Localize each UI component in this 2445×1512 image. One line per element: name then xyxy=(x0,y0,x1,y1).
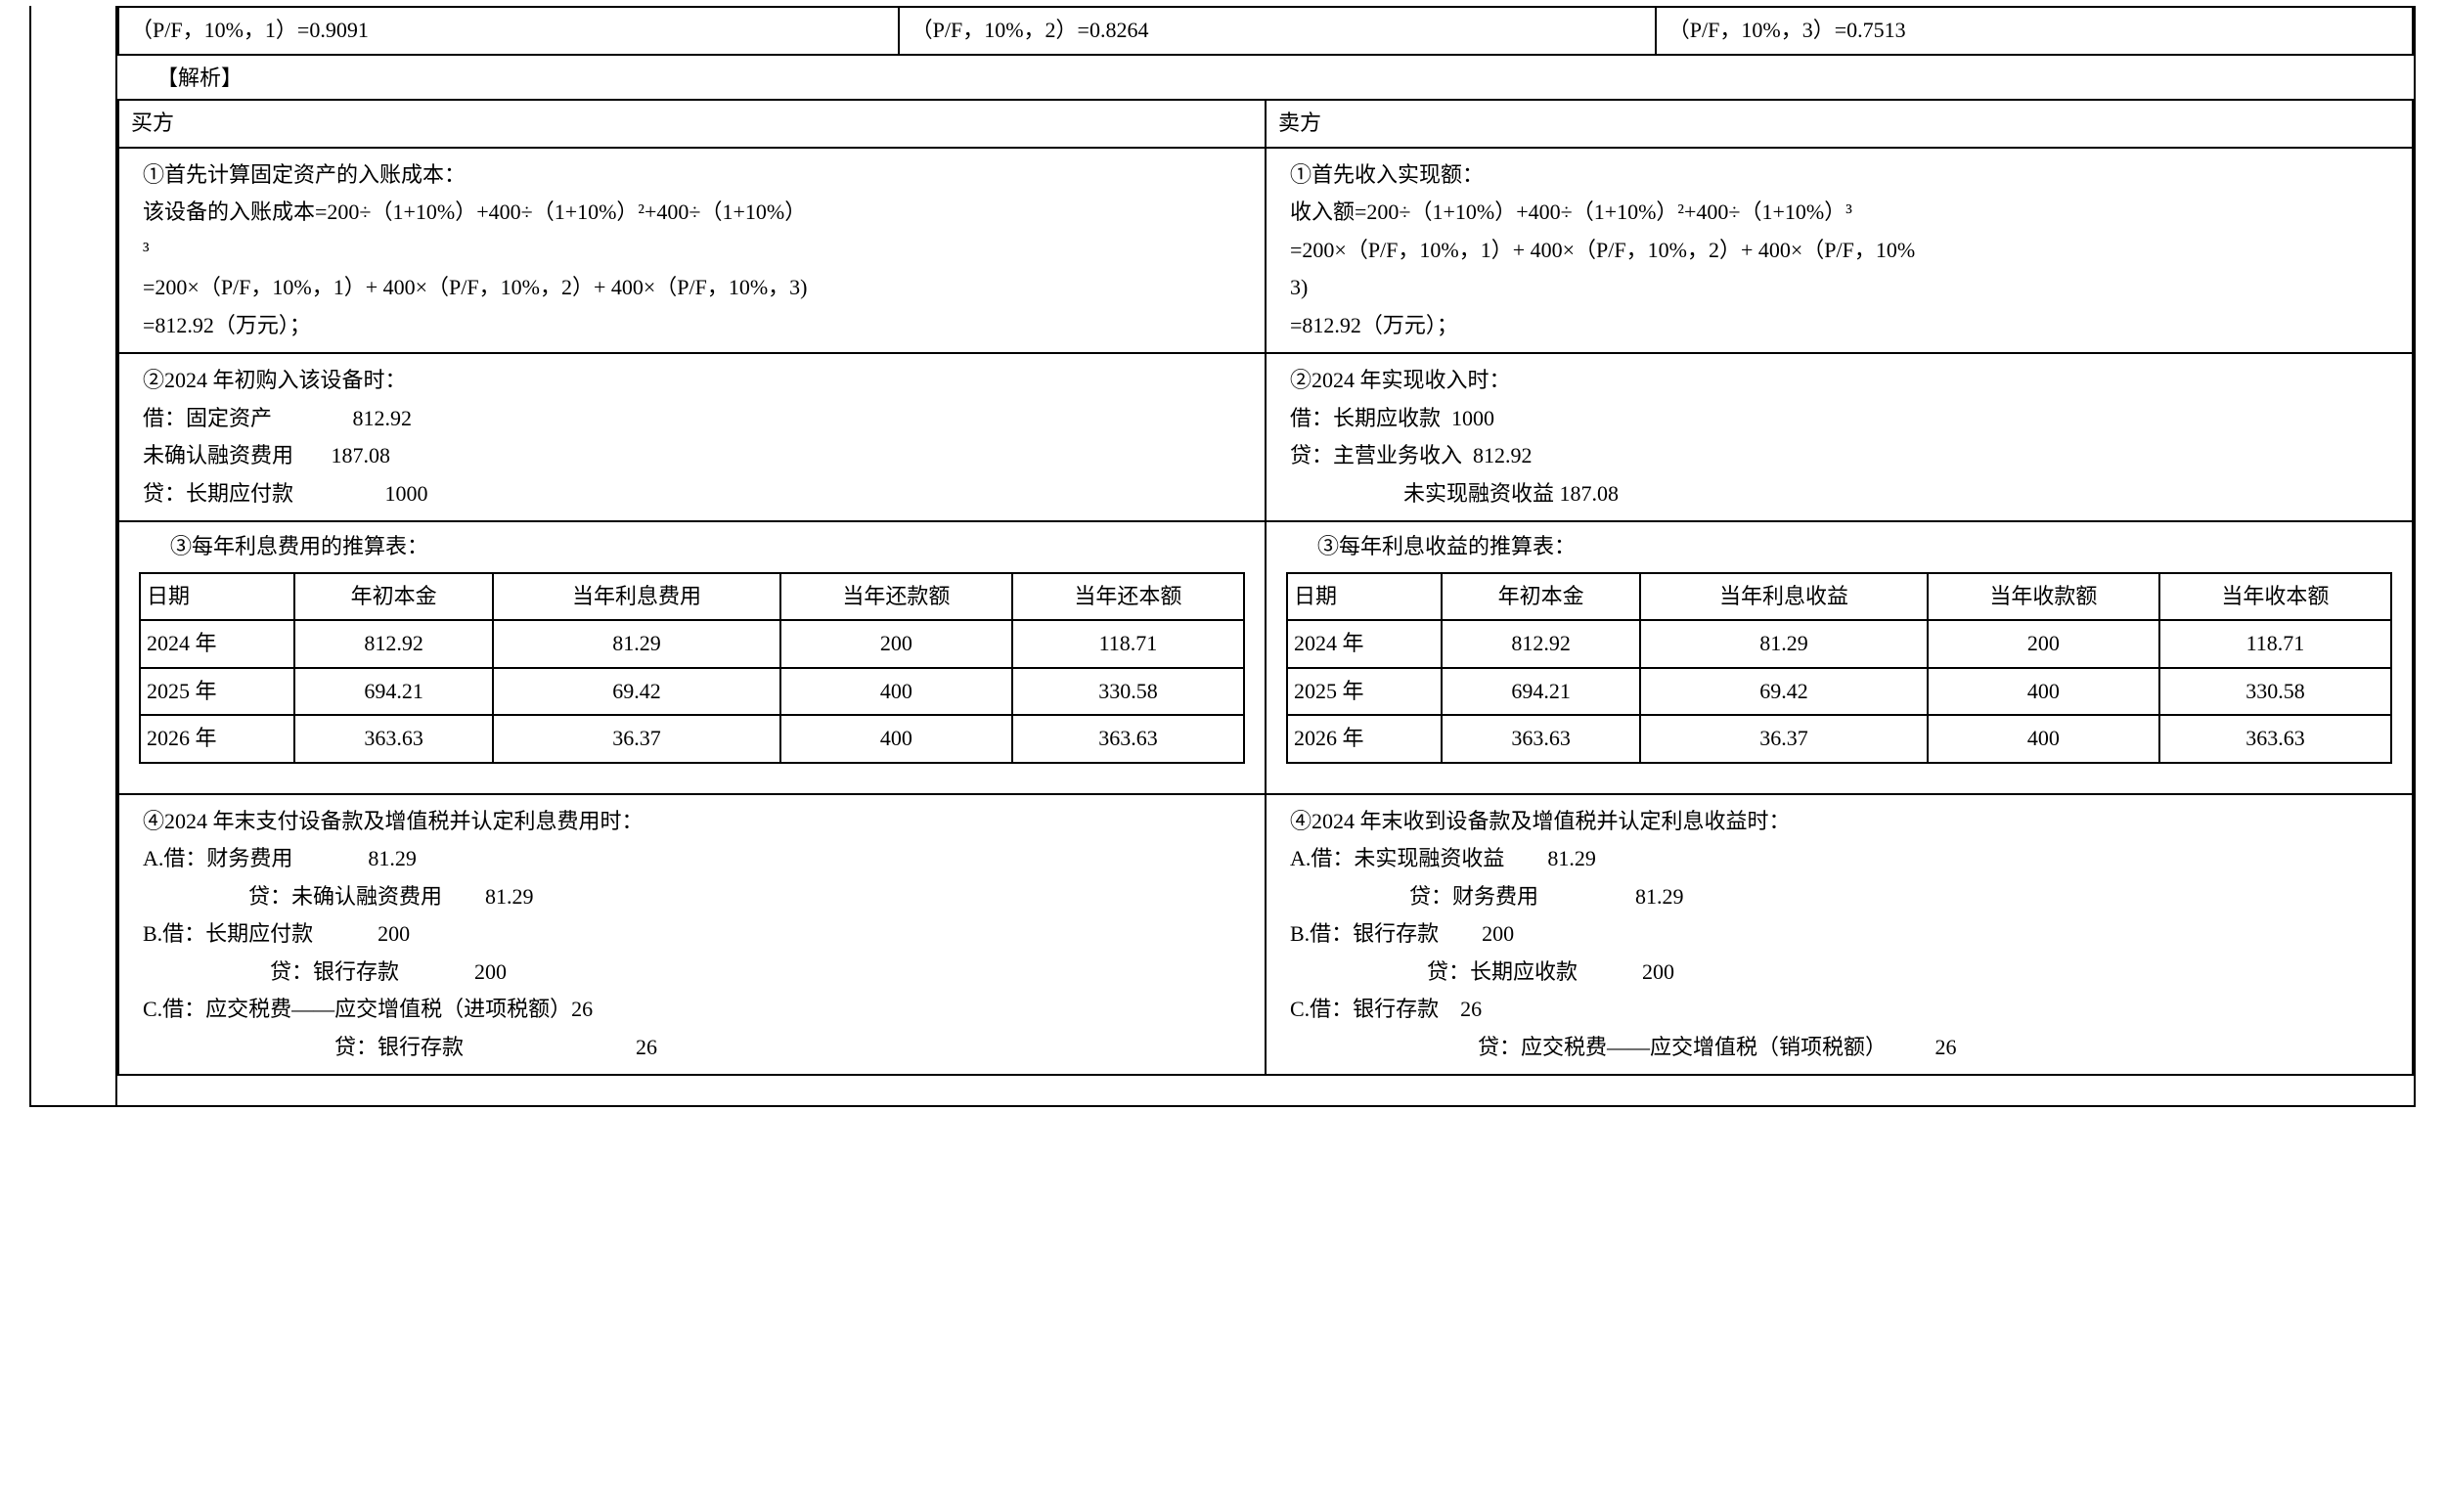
seller-sec4-l1: ④2024 年末收到设备款及增值税并认定利息收益时： xyxy=(1290,803,2388,841)
pf-table: （P/F，10%，1）=0.9091 （P/F，10%，2）=0.8264 （P… xyxy=(117,6,2414,56)
seller-calc-table: 日期 年初本金 当年利息收益 当年收款额 当年收本额 2024 年 812.92… xyxy=(1286,572,2392,764)
page: （P/F，10%，1）=0.9091 （P/F，10%，2）=0.8264 （P… xyxy=(0,0,2445,1512)
buyer-sec1-l4: =812.92（万元）； xyxy=(143,307,1241,345)
seller-sec2-l2: 借：长期应收款 1000 xyxy=(1290,400,2388,438)
seller-sec1-l2: 收入额=200÷（1+10%）+400÷（1+10%）²+400÷（1+10%）… xyxy=(1290,194,2388,232)
sh3: 当年收款额 xyxy=(1928,573,2159,621)
br1c2: 69.42 xyxy=(493,668,780,716)
seller-sec1-l4: =812.92（万元）； xyxy=(1290,307,2388,345)
br0c3: 200 xyxy=(780,620,1012,668)
sr1c4: 330.58 xyxy=(2159,668,2391,716)
buyer-sec1-l2: 该设备的入账成本=200÷（1+10%）+400÷（1+10%）²+400÷（1… xyxy=(143,194,1241,232)
content-column: （P/F，10%，1）=0.9091 （P/F，10%，2）=0.8264 （P… xyxy=(117,6,2416,1107)
seller-sec3-title: ③每年利息收益的推算表： xyxy=(1278,526,2400,568)
br2c3: 400 xyxy=(780,715,1012,763)
sr2c1: 363.63 xyxy=(1442,715,1640,763)
sh2: 当年利息收益 xyxy=(1640,573,1928,621)
seller-sec2-l1: ②2024 年实现收入时： xyxy=(1290,362,2388,400)
buyer-sec4-l2: A.借：财务费用 81.29 xyxy=(143,840,1241,878)
br1c0: 2025 年 xyxy=(140,668,294,716)
buyer-sec2-l1: ②2024 年初购入该设备时： xyxy=(143,362,1241,400)
buyer-sec1: ①首先计算固定资产的入账成本： 该设备的入账成本=200÷（1+10%）+400… xyxy=(118,148,1266,354)
buyer-sec2-l2: 借：固定资产 812.92 xyxy=(143,400,1241,438)
sr1c0: 2025 年 xyxy=(1287,668,1442,716)
buyer-sec2-l3: 未确认融资费用 187.08 xyxy=(143,437,1241,475)
seller-sec4-l6: C.借：银行存款 26 xyxy=(1290,991,2388,1029)
buyer-calc-table: 日期 年初本金 当年利息费用 当年还款额 当年还本额 2024 年 812.92… xyxy=(139,572,1245,764)
buyer-sec4: ④2024 年末支付设备款及增值税并认定利息费用时： A.借：财务费用 81.2… xyxy=(118,794,1266,1076)
seller-sec4-l5: 贷：长期应收款 200 xyxy=(1290,954,2388,992)
bh2: 当年利息费用 xyxy=(493,573,780,621)
br1c1: 694.21 xyxy=(294,668,493,716)
buyer-sec4-l6: C.借：应交税费——应交增值税（进项税额）26 xyxy=(143,991,1241,1029)
seller-sec2-l3: 贷：主营业务收入 812.92 xyxy=(1290,437,2388,475)
br0c1: 812.92 xyxy=(294,620,493,668)
seller-sec4-l3: 贷：财务费用 81.29 xyxy=(1290,878,2388,916)
br1c4: 330.58 xyxy=(1012,668,1244,716)
sr0c1: 812.92 xyxy=(1442,620,1640,668)
buyer-sec3-title: ③每年利息费用的推算表： xyxy=(131,526,1253,568)
seller-sec4-l7: 贷：应交税费——应交增值税（销项税额） 26 xyxy=(1290,1029,2388,1067)
sh1: 年初本金 xyxy=(1442,573,1640,621)
sh4: 当年收本额 xyxy=(2159,573,2391,621)
sr2c4: 363.63 xyxy=(2159,715,2391,763)
bh3: 当年还款额 xyxy=(780,573,1012,621)
bh0: 日期 xyxy=(140,573,294,621)
seller-sec4-l4: B.借：银行存款 200 xyxy=(1290,915,2388,954)
seller-header: 卖方 xyxy=(1266,100,2413,148)
comparison-table: 买方 卖方 ①首先计算固定资产的入账成本： 该设备的入账成本=200÷（1+10… xyxy=(117,99,2414,1076)
seller-sec1: ①首先收入实现额： 收入额=200÷（1+10%）+400÷（1+10%）²+4… xyxy=(1266,148,2413,354)
bh1: 年初本金 xyxy=(294,573,493,621)
sh0: 日期 xyxy=(1287,573,1442,621)
seller-sec3: ③每年利息收益的推算表： 日期 年初本金 当年利息收益 当年收款额 当年收本额 xyxy=(1266,521,2413,794)
sr0c0: 2024 年 xyxy=(1287,620,1442,668)
buyer-sec4-l4: B.借：长期应付款 200 xyxy=(143,915,1241,954)
br0c4: 118.71 xyxy=(1012,620,1244,668)
sr2c0: 2026 年 xyxy=(1287,715,1442,763)
sr1c1: 694.21 xyxy=(1442,668,1640,716)
br2c1: 363.63 xyxy=(294,715,493,763)
br2c2: 36.37 xyxy=(493,715,780,763)
buyer-sec1-l3: =200×（P/F，10%，1）+ 400×（P/F，10%，2）+ 400×（… xyxy=(143,269,1241,307)
seller-sec4: ④2024 年末收到设备款及增值税并认定利息收益时： A.借：未实现融资收益 8… xyxy=(1266,794,2413,1076)
seller-sec4-l2: A.借：未实现融资收益 81.29 xyxy=(1290,840,2388,878)
pf-cell-1: （P/F，10%，1）=0.9091 xyxy=(118,7,899,55)
buyer-sec4-l1: ④2024 年末支付设备款及增值税并认定利息费用时： xyxy=(143,803,1241,841)
analysis-label: 【解析】 xyxy=(117,56,2414,100)
seller-sec1-l3b: 3) xyxy=(1290,269,2388,307)
br1c3: 400 xyxy=(780,668,1012,716)
br2c4: 363.63 xyxy=(1012,715,1244,763)
sr0c2: 81.29 xyxy=(1640,620,1928,668)
seller-sec2: ②2024 年实现收入时： 借：长期应收款 1000 贷：主营业务收入 812.… xyxy=(1266,353,2413,521)
sr1c3: 400 xyxy=(1928,668,2159,716)
outer-row: （P/F，10%，1）=0.9091 （P/F，10%，2）=0.8264 （P… xyxy=(29,6,2416,1107)
left-gutter xyxy=(29,6,117,1107)
buyer-sec3: ③每年利息费用的推算表： 日期 年初本金 当年利息费用 当年还款额 当年还本额 xyxy=(118,521,1266,794)
buyer-sec4-l7: 贷：银行存款 26 xyxy=(143,1029,1241,1067)
buyer-sec4-l5: 贷：银行存款 200 xyxy=(143,954,1241,992)
buyer-sec2-l4: 贷：长期应付款 1000 xyxy=(143,475,1241,513)
pf-cell-3: （P/F，10%，3）=0.7513 xyxy=(1656,7,2413,55)
sr0c3: 200 xyxy=(1928,620,2159,668)
sr2c2: 36.37 xyxy=(1640,715,1928,763)
buyer-sec4-l3: 贷：未确认融资费用 81.29 xyxy=(143,878,1241,916)
buyer-sec1-l1: ①首先计算固定资产的入账成本： xyxy=(143,156,1241,195)
sr0c4: 118.71 xyxy=(2159,620,2391,668)
pf-cell-2: （P/F，10%，2）=0.8264 xyxy=(899,7,1656,55)
sr2c3: 400 xyxy=(1928,715,2159,763)
buyer-sec1-l2b: ³ xyxy=(143,232,1241,270)
seller-sec2-l4: 未实现融资收益 187.08 xyxy=(1290,475,2388,513)
br2c0: 2026 年 xyxy=(140,715,294,763)
sr1c2: 69.42 xyxy=(1640,668,1928,716)
seller-sec1-l3: =200×（P/F，10%，1）+ 400×（P/F，10%，2）+ 400×（… xyxy=(1290,232,2388,270)
br0c2: 81.29 xyxy=(493,620,780,668)
buyer-sec2: ②2024 年初购入该设备时： 借：固定资产 812.92 未确认融资费用 18… xyxy=(118,353,1266,521)
bh4: 当年还本额 xyxy=(1012,573,1244,621)
br0c0: 2024 年 xyxy=(140,620,294,668)
buyer-header: 买方 xyxy=(118,100,1266,148)
seller-sec1-l1: ①首先收入实现额： xyxy=(1290,156,2388,195)
